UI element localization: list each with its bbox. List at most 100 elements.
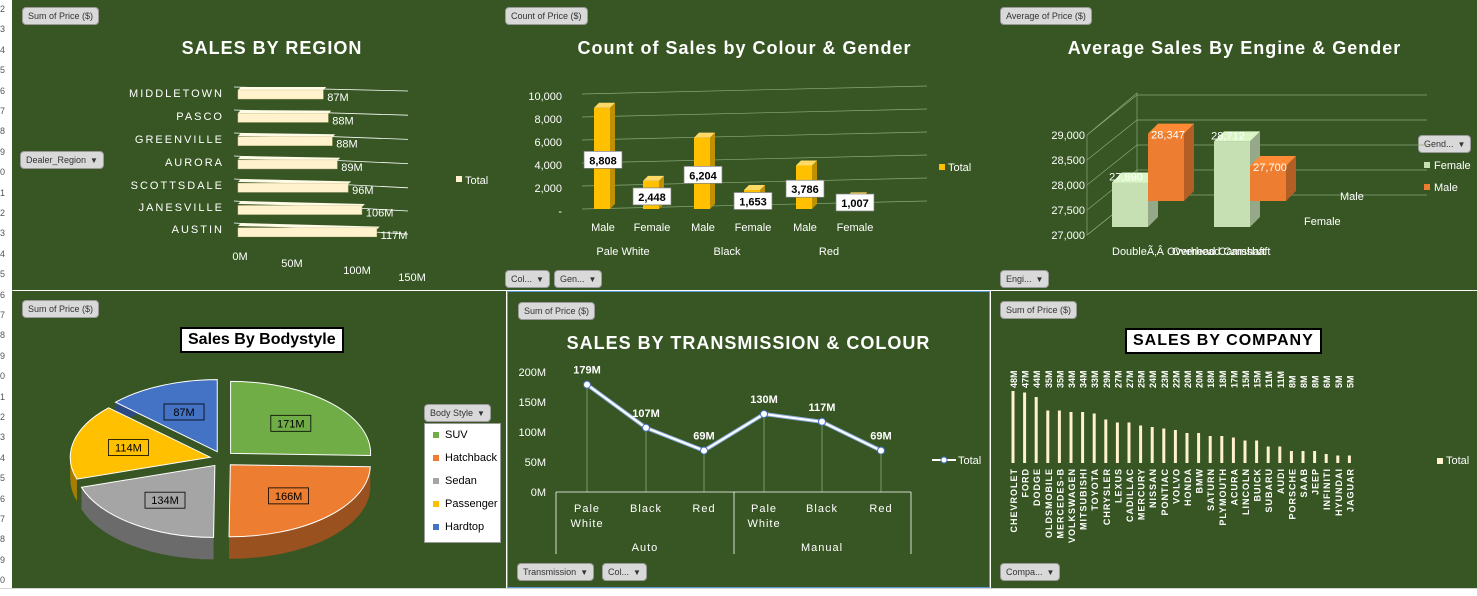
row-number: 8 [0, 126, 10, 136]
company-bar [1139, 426, 1142, 464]
company-category-label: VOLVO [1171, 468, 1181, 504]
cg-gridline [582, 178, 927, 186]
colour-gender-bar-chart: -2,0004,0006,0008,00010,0008,808Male2,44… [497, 0, 992, 290]
company-category-label: MERCURY [1137, 468, 1147, 520]
row-number: 9 [0, 147, 10, 157]
company-legend-label: Total [1446, 455, 1469, 467]
company-data-label: 47M [1021, 370, 1031, 388]
company-data-label: 20M [1195, 370, 1205, 388]
body-style-filter-button[interactable]: Body Style▼ [424, 404, 491, 422]
cg-legend-swatch [939, 164, 945, 170]
region-bar [238, 113, 328, 122]
row-number: 7 [0, 514, 10, 524]
row-number: 6 [0, 290, 10, 300]
company-data-label: 22M [1171, 370, 1181, 388]
company-bar [1116, 423, 1119, 464]
legend-swatch [433, 455, 439, 461]
company-bar [1220, 436, 1223, 463]
tr-legend-label: Total [958, 455, 981, 467]
row-number: 9 [0, 351, 10, 361]
company-category-label: BMW [1195, 468, 1205, 494]
region-bar-label: 117M [381, 230, 408, 242]
company-category-label: PONTIAC [1160, 468, 1170, 516]
company-category-label: HYUNDAI [1334, 468, 1344, 516]
company-data-label: 44M [1032, 370, 1042, 388]
bodystyle-legend-item[interactable]: Hatchback [425, 447, 500, 470]
tr-point [584, 381, 591, 388]
company-category-label: LEXUS [1113, 468, 1123, 503]
cg-tick-label: - [558, 206, 562, 218]
pie-data-label: 134M [151, 495, 179, 507]
company-category-label: HONDA [1183, 468, 1193, 506]
company-category-label: SUBARU [1264, 468, 1274, 513]
company-bar [1070, 412, 1073, 463]
pie-data-label: 114M [115, 443, 142, 455]
cg-data-label: 1,007 [841, 198, 869, 210]
company-data-label: 11M [1264, 371, 1274, 388]
region-bar-label: 106M [366, 208, 394, 220]
row-number: 3 [0, 228, 10, 238]
row-number: 9 [0, 555, 10, 565]
eg-depth-label: Female [1304, 216, 1341, 228]
eg-gridline-side [1087, 95, 1137, 135]
cg-tick-label: 10,000 [528, 91, 562, 103]
row-number: 8 [0, 330, 10, 340]
cg-tick-label: 6,000 [534, 137, 562, 149]
company-data-label: 33M [1090, 370, 1100, 388]
company-data-label: 34M [1079, 370, 1089, 388]
company-bar [1267, 447, 1270, 464]
eg-tick-label: 28,500 [1051, 155, 1085, 167]
row-number: 1 [0, 392, 10, 402]
chevron-down-icon: ▼ [477, 405, 485, 422]
eg-tick-label: 27,500 [1051, 205, 1085, 217]
bodystyle-legend-item[interactable]: Hardtop [425, 516, 500, 539]
eg-bar [1148, 134, 1184, 201]
engine-gender-panel: Average of Price ($) Average Sales By En… [992, 0, 1477, 290]
company-category-label: NISSAN [1148, 468, 1158, 508]
cg-data-label: 8,808 [589, 155, 617, 167]
company-data-label: 5M [1345, 375, 1355, 388]
bodystyle-legend-item[interactable]: Sedan [425, 470, 500, 493]
tr-data-label: 117M [809, 402, 836, 414]
row-number: 4 [0, 249, 10, 259]
region-bar [238, 90, 323, 99]
legend-swatch [433, 524, 439, 530]
company-data-label: 15M [1241, 370, 1251, 388]
region-bar [238, 228, 377, 237]
row-number: 2 [0, 4, 10, 14]
cg-category-label: Female [735, 222, 772, 234]
company-category-label: DODGE [1032, 468, 1042, 506]
eg-legend-swatch [1424, 184, 1430, 190]
region-category-label: AURORA [165, 157, 224, 169]
row-number: 7 [0, 106, 10, 116]
region-panel: Sum of Price ($) SALES BY REGION Dealer_… [12, 0, 497, 290]
region-bar-label: 89M [341, 162, 362, 174]
cg-category-label: Female [634, 222, 671, 234]
tr-point [878, 447, 885, 454]
company-bar [1128, 423, 1131, 464]
region-bar-label: 87M [327, 92, 348, 104]
company-bar [1186, 433, 1189, 463]
company-data-label: 18M [1206, 370, 1216, 388]
row-number: 4 [0, 453, 10, 463]
tr-data-label: 107M [632, 408, 660, 420]
eg-data-label: 28,712 [1211, 130, 1245, 142]
company-data-label: 23M [1160, 370, 1170, 388]
company-category-label: TOYOTA [1090, 468, 1100, 511]
bodystyle-legend-item[interactable]: SUV [425, 424, 500, 447]
bodystyle-legend-item[interactable]: Passenger [425, 493, 500, 516]
row-number: 0 [0, 575, 10, 585]
legend-label: Passenger [445, 498, 498, 510]
region-category-label: AUSTIN [172, 224, 224, 236]
company-data-label: 35M [1055, 370, 1065, 388]
company-category-label: BUICK [1253, 468, 1263, 502]
region-bar [238, 206, 362, 215]
cg-group-label: Black [714, 246, 741, 258]
company-category-label: SATURN [1206, 468, 1216, 511]
company-data-label: 29M [1102, 370, 1112, 388]
company-bar [1023, 393, 1026, 464]
eg-legend-label: Female [1434, 160, 1471, 172]
company-data-label: 27M [1125, 370, 1135, 388]
company-category-label: JAGUAR [1345, 468, 1355, 512]
